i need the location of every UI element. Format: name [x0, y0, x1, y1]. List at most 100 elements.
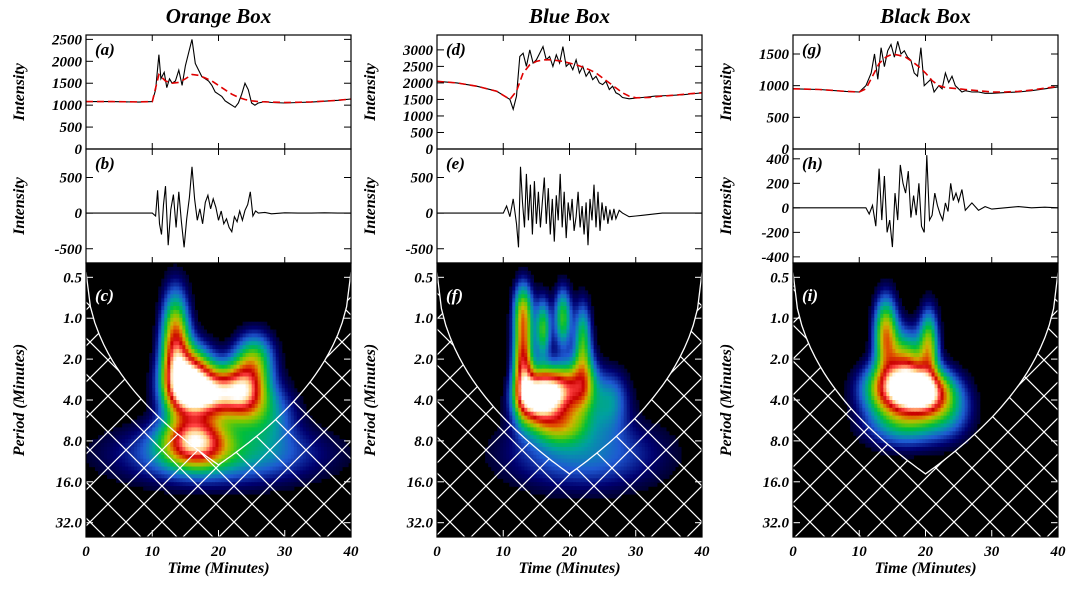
y-tick-label: 0	[75, 142, 83, 158]
y-tick-label: -400	[762, 250, 790, 266]
y-axis-label: Intensity	[362, 176, 379, 236]
y-axis-label: Intensity	[11, 62, 28, 122]
y-axis-label: Period (Minutes)	[718, 344, 735, 457]
y-tick-label: 8.0	[414, 434, 433, 450]
x-axis-label: Time (Minutes)	[518, 560, 620, 577]
y-tick-label: 2.0	[413, 352, 433, 368]
x-tick-label: 0	[82, 544, 90, 560]
cone-of-influence-line	[437, 272, 702, 475]
intensity-series-line	[437, 166, 702, 248]
y-tick-label: -500	[406, 242, 434, 258]
intensity-series-line	[793, 155, 1058, 248]
y-tick-label: 16.0	[763, 475, 790, 491]
x-tick-label: 0	[789, 544, 797, 560]
y-tick-label: 8.0	[770, 434, 789, 450]
x-tick-label: 40	[694, 544, 711, 560]
y-tick-label: 500	[60, 120, 83, 136]
x-tick-label: 30	[627, 544, 644, 560]
y-tick-label: 16.0	[407, 475, 434, 491]
y-tick-label: 1000	[52, 98, 83, 114]
x-tick-label: 30	[276, 544, 293, 560]
y-tick-label: 3000	[402, 43, 434, 59]
intensity-series-line	[793, 41, 1058, 94]
y-tick-label: 0	[426, 206, 434, 222]
y-axis-label: Intensity	[11, 176, 28, 236]
y-axis-label: Intensity	[718, 62, 735, 122]
x-tick-label: 20	[561, 544, 578, 560]
cone-of-influence-hatch	[437, 272, 702, 537]
y-tick-label: 200	[766, 176, 790, 192]
column-title: Orange Box	[166, 4, 272, 28]
y-tick-label: 400	[766, 152, 790, 168]
y-tick-label: 2.0	[769, 352, 789, 368]
plot-frame	[436, 148, 703, 264]
x-tick-label: 20	[917, 544, 934, 560]
y-tick-label: 0	[75, 206, 83, 222]
x-tick-label: 30	[983, 544, 1000, 560]
panel-label: (i)	[802, 286, 818, 305]
trend-series-line	[437, 58, 702, 101]
x-axis-label: Time (Minutes)	[874, 560, 976, 577]
y-tick-label: 2500	[51, 32, 83, 48]
y-tick-label: 500	[60, 171, 83, 187]
panel-g: 0 500 1000 1500 (g) Intensity	[718, 34, 1059, 158]
plot-frame	[85, 262, 352, 538]
y-tick-label: 0	[782, 201, 790, 217]
panel-b: -500 0 500 (b) Intensity	[11, 148, 352, 264]
panel-c: 0.5 1.0 2.0 4.0 8.0 16.0 32.0 0 10 20 30 40 (c) Perio…	[11, 262, 360, 577]
panel-label: (b)	[95, 154, 115, 173]
y-tick-label: 0.5	[414, 270, 433, 286]
panel-h: -400 -200 0 200 400 (h) Intensity	[718, 148, 1059, 266]
y-tick-label: 1000	[759, 79, 790, 95]
intensity-series-line	[86, 39, 351, 109]
x-tick-label: 10	[496, 544, 512, 560]
y-tick-label: 500	[411, 125, 434, 141]
y-tick-label: 1500	[759, 47, 790, 63]
y-tick-label: 2000	[51, 54, 83, 70]
y-tick-label: 2000	[402, 76, 434, 92]
x-tick-label: 10	[145, 544, 161, 560]
y-tick-label: 1.0	[414, 311, 433, 327]
y-tick-label: -200	[762, 225, 790, 241]
y-axis-label: Period (Minutes)	[362, 344, 379, 457]
y-tick-label: 4.0	[769, 393, 789, 409]
x-tick-label: 20	[210, 544, 227, 560]
y-tick-label: 0.5	[63, 270, 82, 286]
y-tick-label: 2500	[402, 59, 434, 75]
intensity-series-line	[437, 45, 702, 112]
y-tick-label: 0.5	[770, 270, 789, 286]
x-tick-label: 40	[1050, 544, 1067, 560]
y-tick-label: 1.0	[770, 311, 789, 327]
y-tick-label: 1000	[403, 109, 434, 125]
x-tick-label: 40	[343, 544, 360, 560]
panel-label: (h)	[802, 154, 823, 173]
panel-f: 0.5 1.0 2.0 4.0 8.0 16.0 32.0 0 10 20 30 40 (f) Perio…	[362, 262, 711, 577]
y-tick-label: 1500	[403, 92, 434, 108]
panel-e: -500 0 500 (e) Intensity	[362, 148, 703, 264]
panel-label: (e)	[446, 154, 465, 173]
x-tick-label: 0	[433, 544, 441, 560]
intensity-series-line	[86, 166, 351, 248]
y-tick-label: 4.0	[413, 393, 433, 409]
trend-series-line	[793, 53, 1058, 93]
panel-label: (d)	[446, 40, 466, 59]
y-tick-label: 16.0	[56, 475, 83, 491]
y-axis-label: Period (Minutes)	[11, 344, 28, 457]
y-tick-label: 32.0	[762, 516, 790, 532]
y-tick-label: 2.0	[62, 352, 82, 368]
cone-of-influence-hatch	[86, 272, 351, 537]
cone-of-influence-line	[793, 272, 1058, 475]
plot-frame	[85, 34, 352, 150]
panel-label: (f)	[446, 286, 463, 305]
y-tick-label: 32.0	[406, 516, 434, 532]
panel-label: (c)	[95, 286, 114, 305]
column-title: Black Box	[879, 4, 970, 28]
panel-i: 0.5 1.0 2.0 4.0 8.0 16.0 32.0 0 10 20 30 40 (i) Perio…	[718, 262, 1067, 577]
plot-frame	[436, 262, 703, 538]
cone-of-influence-hatch	[793, 272, 1058, 537]
y-tick-label: 1500	[52, 76, 83, 92]
y-axis-label: Intensity	[718, 176, 735, 236]
y-tick-label: 0	[426, 142, 434, 158]
